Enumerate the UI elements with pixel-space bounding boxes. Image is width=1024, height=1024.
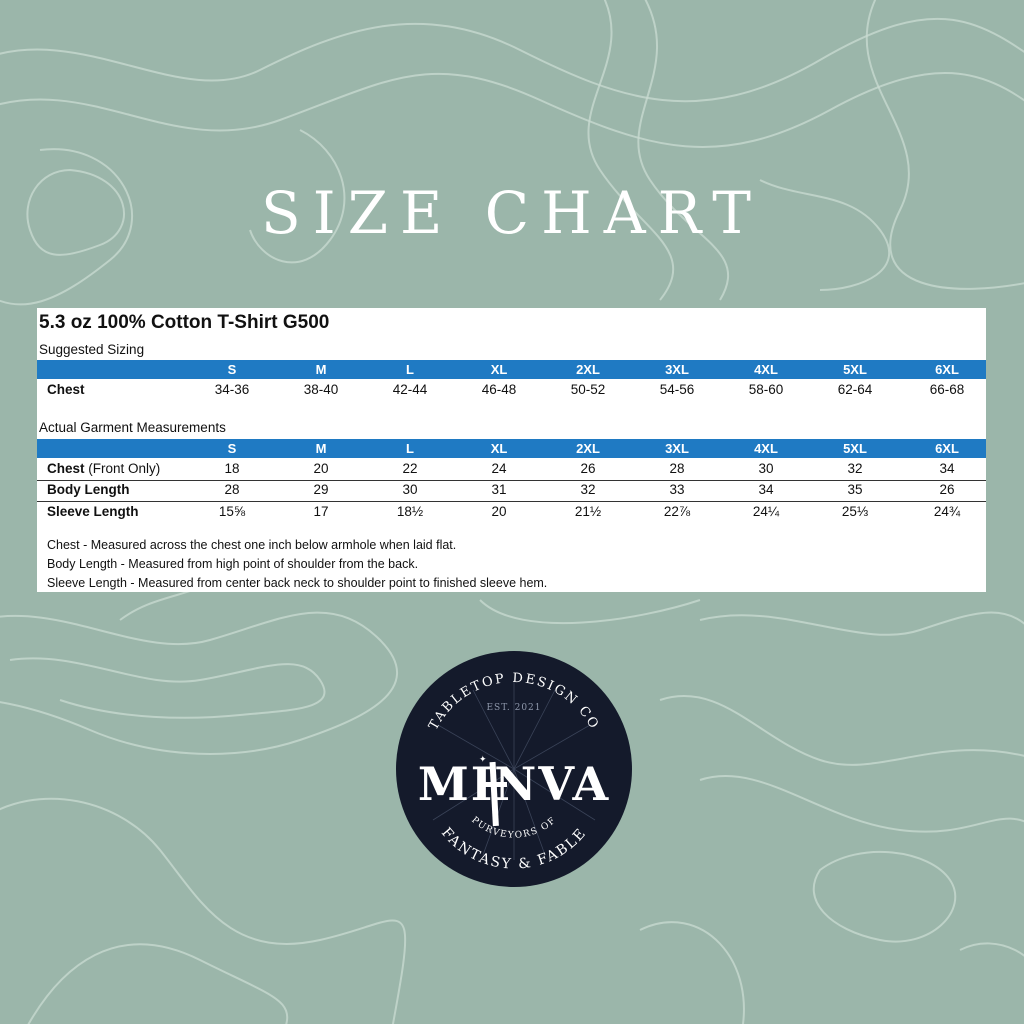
sword-icon: ✦ — [479, 754, 507, 827]
table-cell: 22 — [402, 461, 418, 476]
table-cell: 58-60 — [748, 382, 784, 397]
table-cell: 66-68 — [929, 382, 965, 397]
size-header-cell: S — [227, 362, 237, 377]
table-cell: 32 — [847, 461, 863, 476]
table-row: Chest (Front Only) 18 20 22 24 26 28 30 … — [37, 459, 986, 481]
size-header-cell: 2XL — [576, 441, 600, 456]
table-cell: 24¼ — [752, 504, 780, 519]
row-label: Sleeve Length — [47, 504, 139, 519]
note-line: Sleeve Length - Measured from center bac… — [47, 576, 548, 590]
table-cell: 29 — [313, 482, 329, 497]
row-label: Chest (Front Only) — [47, 461, 160, 476]
table-cell: 35 — [847, 482, 863, 497]
size-header-cell: 3XL — [665, 441, 689, 456]
row-label: Chest — [47, 382, 85, 397]
size-chart-table: 5.3 oz 100% Cotton T-Shirt G500 Suggeste… — [37, 308, 986, 592]
table-cell: 50-52 — [570, 382, 606, 397]
table-cell: 21½ — [574, 504, 602, 519]
table-cell: 25⅓ — [841, 504, 869, 519]
size-header-cell: S — [227, 441, 237, 456]
table-cell: 30 — [758, 461, 774, 476]
actual-measurements-label: Actual Garment Measurements — [39, 420, 226, 435]
logo-name-text: MINVA — [418, 757, 610, 811]
logo-rays — [432, 680, 596, 860]
table-row: Body Length 28 29 30 31 32 33 34 35 26 — [37, 480, 986, 502]
row-label-note: (Front Only) — [84, 461, 161, 476]
table-cell: 34-36 — [214, 382, 250, 397]
table-cell: 22⅞ — [663, 504, 691, 519]
table-cell: 17 — [313, 504, 329, 519]
row-label-text: Chest — [47, 461, 85, 476]
size-header-cell: 5XL — [843, 362, 867, 377]
svg-text:✦: ✦ — [479, 754, 487, 764]
table-row: Chest 34-36 38-40 42-44 46-48 50-52 54-5… — [37, 380, 986, 401]
size-header-cell: 6XL — [935, 362, 959, 377]
logo-est-text: EST. 2021 — [486, 703, 541, 713]
size-header-cell: L — [406, 441, 414, 456]
table-cell: 18½ — [396, 504, 424, 519]
size-header-cell: 5XL — [843, 441, 867, 456]
table-cell: 33 — [669, 482, 685, 497]
actual-size-header: S M L XL 2XL 3XL 4XL 5XL 6XL — [37, 439, 986, 458]
table-cell: 54-56 — [659, 382, 695, 397]
table-cell: 34 — [939, 461, 955, 476]
table-cell: 42-44 — [392, 382, 428, 397]
table-cell: 28 — [669, 461, 685, 476]
size-header-cell: 6XL — [935, 441, 959, 456]
table-cell: 24 — [491, 461, 507, 476]
note-line: Chest - Measured across the chest one in… — [47, 538, 457, 552]
table-row: Sleeve Length 15⅝ 17 18½ 20 21½ 22⅞ 24¼ … — [37, 502, 986, 523]
page-title: SIZE CHART — [261, 179, 763, 247]
table-cell: 15⅝ — [218, 504, 246, 519]
table-cell: 62-64 — [837, 382, 873, 397]
measurement-notes: Chest - Measured across the chest one in… — [47, 536, 547, 593]
table-cell: 34 — [758, 482, 774, 497]
brand-logo: TABLETOP DESIGN CO EST. 2021 MINVA ✦ PUR… — [396, 651, 632, 887]
size-header-cell: 2XL — [576, 362, 600, 377]
table-cell: 20 — [313, 461, 329, 476]
suggested-size-header: S M L XL 2XL 3XL 4XL 5XL 6XL — [37, 360, 986, 379]
size-header-cell: XL — [490, 362, 508, 377]
row-label: Body Length — [47, 482, 130, 497]
suggested-sizing-label: Suggested Sizing — [39, 342, 145, 357]
table-cell: 46-48 — [481, 382, 517, 397]
table-cell: 38-40 — [303, 382, 339, 397]
table-cell: 31 — [491, 482, 507, 497]
size-header-cell: L — [406, 362, 414, 377]
note-line: Body Length - Measured from high point o… — [47, 557, 419, 571]
table-cell: 24¾ — [933, 504, 961, 519]
size-header-cell: M — [315, 441, 327, 456]
table-cell: 18 — [224, 461, 240, 476]
table-cell: 28 — [224, 482, 240, 497]
size-header-cell: 4XL — [754, 362, 778, 377]
product-title: 5.3 oz 100% Cotton T-Shirt G500 — [39, 312, 330, 333]
table-cell: 26 — [939, 482, 955, 497]
size-header-cell: M — [315, 362, 327, 377]
size-header-cell: XL — [490, 441, 508, 456]
size-header-cell: 3XL — [665, 362, 689, 377]
table-cell: 26 — [580, 461, 596, 476]
table-cell: 30 — [402, 482, 418, 497]
size-header-cell: 4XL — [754, 441, 778, 456]
table-cell: 32 — [580, 482, 596, 497]
table-cell: 20 — [491, 504, 507, 519]
